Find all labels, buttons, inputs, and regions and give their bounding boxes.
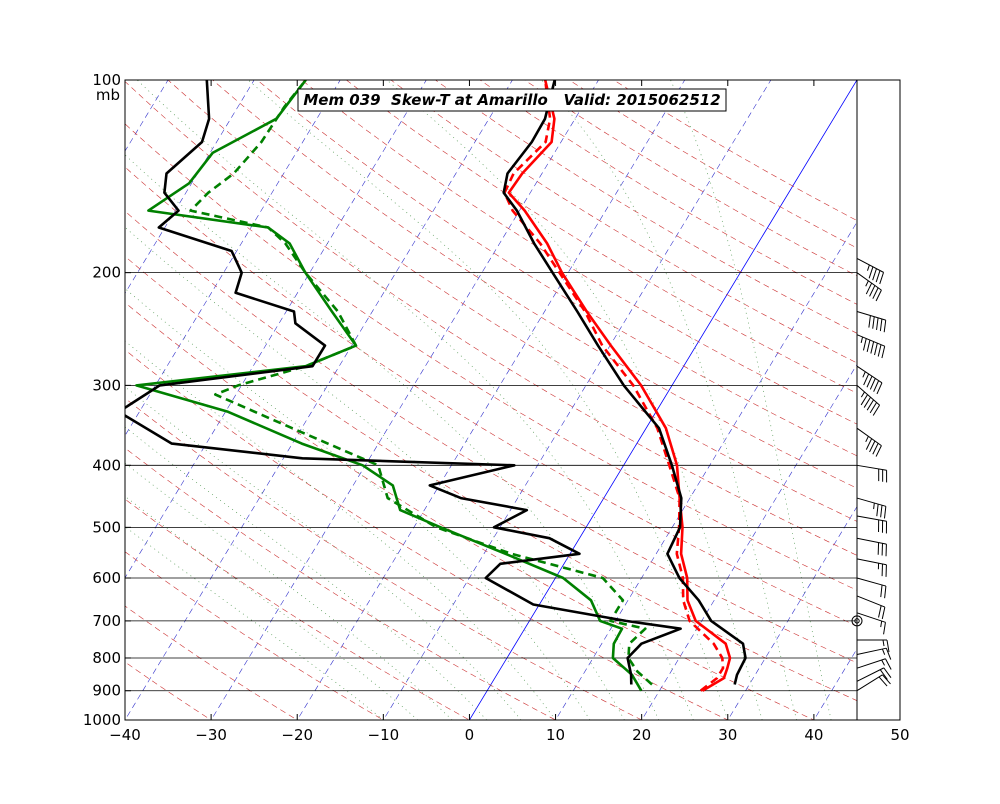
chart-title-box: Mem 039 Skew-T at Amarillo Valid: 201506…	[298, 89, 726, 111]
ensemble-mean-dewpoint-line	[119, 80, 681, 685]
dry-adiabat-line	[0, 80, 407, 734]
pressure-tick-label: 500	[92, 518, 121, 536]
x-tick-label: 50	[890, 726, 909, 744]
moist-adiabat-line	[0, 286, 487, 720]
moist-adiabat-line	[0, 351, 383, 720]
dry-adiabat-line	[0, 80, 320, 734]
dry-adiabat-line	[480, 80, 1000, 734]
dry-adiabat-line	[346, 80, 1000, 734]
moist-adiabat-line	[387, 80, 762, 720]
x-tick-label: 40	[804, 726, 823, 744]
pressure-tick-label: 400	[92, 456, 121, 474]
x-tick-label: 20	[632, 726, 651, 744]
isotherm-line	[31, 66, 435, 734]
isotherm-line	[806, 66, 1000, 734]
isotherm-line	[0, 66, 5, 734]
ensemble-mean-temperature-line	[504, 80, 746, 685]
isotherm-line	[0, 66, 263, 734]
x-tick-label: −20	[281, 726, 313, 744]
pressure-tick-label: 200	[92, 264, 121, 282]
x-tick-label: 30	[718, 726, 737, 744]
isotherm-line	[289, 66, 693, 734]
x-tick-label: −10	[368, 726, 400, 744]
dry-adiabat-line	[525, 80, 1000, 734]
pressure-tick-label: 700	[92, 612, 121, 630]
wind-barb-half-flag	[874, 503, 875, 509]
dry-adiabat-line	[0, 80, 494, 734]
pressure-tick-label: 1000	[83, 711, 121, 729]
moist-adiabat-line	[75, 107, 659, 721]
dry-adiabat-line	[0, 80, 582, 734]
background-lines	[0, 66, 1000, 734]
moist-adiabat-line	[46, 153, 625, 720]
pressure-tick-label: 800	[92, 649, 121, 667]
pressure-unit-label: mb	[96, 86, 120, 104]
isotherm-line	[375, 66, 779, 734]
pressure-tick-label: 900	[92, 682, 121, 700]
x-tick-label: −30	[195, 726, 227, 744]
pressure-tick-label: 600	[92, 569, 121, 587]
chart-title: Mem 039 Skew-T at Amarillo Valid: 201506…	[303, 91, 720, 109]
moist-adiabat-line	[671, 80, 832, 720]
dry-adiabat-line	[0, 80, 1000, 734]
dry-adiabat-line	[0, 80, 232, 734]
isotherm-line	[0, 66, 91, 734]
moist-adiabat-line	[0, 228, 556, 721]
pressure-tick-label: 300	[92, 376, 121, 394]
x-tick-label: 10	[546, 726, 565, 744]
isotherm-line	[634, 66, 1000, 734]
moist-adiabat-line	[542, 80, 797, 720]
dry-adiabat-line	[0, 80, 931, 734]
isotherm-line	[892, 66, 1000, 734]
isotherm-line	[978, 66, 1000, 734]
wind-barb-panel	[857, 80, 900, 720]
dry-adiabat-line	[34, 80, 1000, 734]
moist-adiabat-line	[0, 329, 418, 720]
dry-adiabat-line	[569, 80, 1000, 734]
isotherm-line	[0, 66, 177, 734]
dry-adiabat-line	[614, 80, 1000, 734]
x-tick-label: 0	[465, 726, 475, 744]
